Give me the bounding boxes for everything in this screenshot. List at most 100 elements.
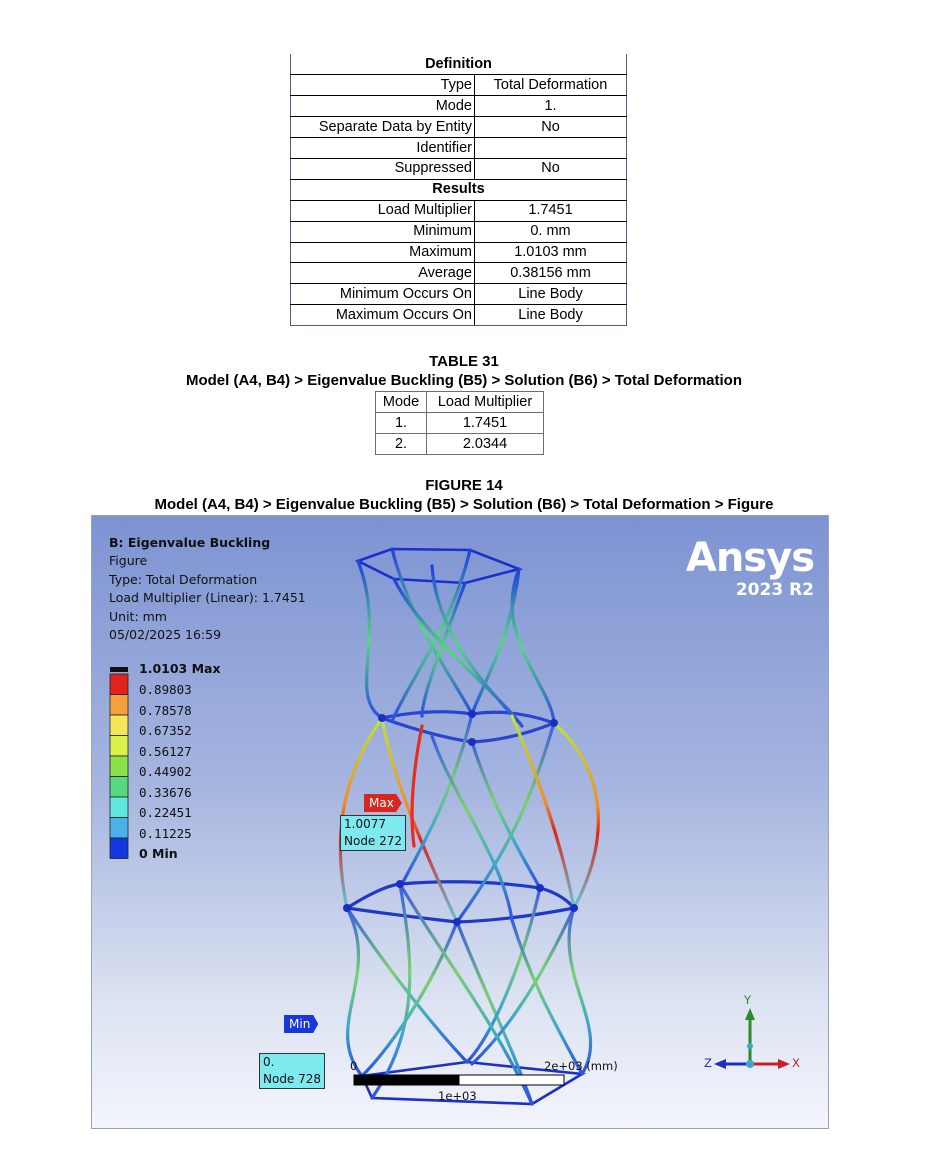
column-header-load-multiplier: Load Multiplier bbox=[426, 391, 544, 413]
max-flag: Max bbox=[364, 794, 402, 812]
property-value: 0. mm bbox=[474, 221, 627, 243]
property-label: Maximum bbox=[290, 242, 475, 264]
property-row: Maximum Occurs On Line Body bbox=[290, 304, 627, 327]
legend-level: 0.44902 bbox=[139, 764, 192, 779]
load-multiplier-table: Mode Load Multiplier 1. 1.7451 2. 2.0344 bbox=[375, 391, 544, 455]
mode-cell: 2. bbox=[375, 433, 427, 455]
legend-color-band bbox=[109, 694, 129, 716]
table-number: TABLE 31 bbox=[429, 353, 499, 370]
deformation-figure: B: Eigenvalue Buckling Figure Type: Tota… bbox=[91, 515, 829, 1129]
axis-triad bbox=[714, 1008, 790, 1069]
figure-title: Model (A4, B4) > Eigenvalue Buckling (B5… bbox=[154, 496, 774, 513]
legend-color-bar bbox=[109, 667, 129, 859]
legend-min-label: 0 Min bbox=[139, 846, 178, 861]
triad-z-label: Z bbox=[704, 1056, 712, 1070]
min-probe-node: Node 728 bbox=[263, 1072, 322, 1086]
solution-properties-table: Definition Type Total Deformation Mode 1. Sep… bbox=[290, 54, 627, 327]
legend-level: 0.56127 bbox=[139, 743, 192, 759]
section-header-row: Definition bbox=[290, 54, 627, 76]
load-multiplier-cell: 2.0344 bbox=[426, 433, 544, 455]
ansys-logo: Ansys 2023 R2 bbox=[685, 535, 815, 600]
property-label: Suppressed bbox=[290, 158, 475, 180]
max-probe-node: Node 272 bbox=[344, 834, 403, 848]
property-value: 0.38156 mm bbox=[474, 262, 627, 285]
info-line: Load Multiplier (Linear): 1.7451 bbox=[109, 590, 306, 606]
mode-cell: 1. bbox=[375, 412, 427, 434]
property-value: 1. bbox=[474, 95, 627, 118]
property-value: Line Body bbox=[474, 283, 627, 306]
brand-version: 2023 R2 bbox=[735, 580, 814, 600]
section-header: Definition bbox=[290, 54, 627, 76]
max-probe-value: 1.0077 bbox=[344, 817, 386, 831]
property-row: Minimum 0. mm bbox=[290, 221, 627, 243]
property-label: Minimum Occurs On bbox=[290, 283, 475, 306]
triad-y-label: Y bbox=[744, 993, 752, 1007]
property-label: Identifier bbox=[290, 137, 475, 159]
legend-color-band bbox=[109, 755, 129, 777]
result-info-block: B: Eigenvalue Buckling Figure Type: Tota… bbox=[109, 534, 306, 644]
info-line: 05/02/2025 16:59 bbox=[109, 627, 222, 643]
legend-color-band bbox=[109, 735, 129, 757]
property-label: Load Multiplier bbox=[290, 200, 475, 222]
info-line: Figure bbox=[109, 553, 148, 569]
legend-max-label: 1.0103 Max bbox=[139, 661, 221, 676]
property-row: Minimum Occurs On Line Body bbox=[290, 283, 627, 306]
legend-color-band bbox=[109, 776, 129, 798]
property-value: 1.0103 mm bbox=[474, 242, 627, 264]
lattice-joints bbox=[343, 710, 578, 926]
property-value: No bbox=[474, 116, 627, 139]
property-row: Mode 1. bbox=[290, 95, 627, 118]
column-header-mode: Mode bbox=[375, 391, 427, 413]
figure-number: FIGURE 14 bbox=[425, 477, 503, 494]
table-row: 2. 2.0344 bbox=[375, 433, 544, 455]
analysis-title: B: Eigenvalue Buckling bbox=[109, 535, 271, 550]
table-row: 1. 1.7451 bbox=[375, 412, 544, 434]
property-row: Load Multiplier 1.7451 bbox=[290, 200, 627, 222]
scale-bar bbox=[353, 1074, 565, 1086]
property-label: Maximum Occurs On bbox=[290, 304, 475, 327]
info-line: Type: Total Deformation bbox=[109, 571, 258, 587]
property-label: Separate Data by Entity bbox=[290, 116, 475, 139]
legend-color-band bbox=[109, 714, 129, 736]
section-header: Results bbox=[290, 179, 627, 201]
table-title: Model (A4, B4) > Eigenvalue Buckling (B5… bbox=[185, 372, 743, 389]
legend-level: 0.89803 bbox=[139, 682, 192, 697]
property-value: Total Deformation bbox=[474, 74, 627, 97]
min-probe-value: 0. bbox=[263, 1055, 275, 1069]
info-line: Unit: mm bbox=[109, 608, 167, 624]
property-row: Average 0.38156 mm bbox=[290, 262, 627, 285]
brand-name: Ansys bbox=[685, 535, 815, 581]
property-value: Line Body bbox=[474, 304, 627, 327]
property-label: Minimum bbox=[290, 221, 475, 243]
table-header-row: Mode Load Multiplier bbox=[375, 391, 544, 413]
property-row: Suppressed No bbox=[290, 158, 627, 180]
scale-mid-label: 1e+03 bbox=[438, 1089, 477, 1103]
property-row: Type Total Deformation bbox=[290, 74, 627, 97]
scale-end-label: 2e+03 (mm) bbox=[544, 1059, 618, 1073]
property-value: 1.7451 bbox=[474, 200, 627, 222]
property-row: Separate Data by Entity No bbox=[290, 116, 627, 139]
property-row: Identifier bbox=[290, 137, 627, 159]
legend-level: 0.33676 bbox=[139, 784, 192, 800]
property-value: No bbox=[474, 158, 627, 180]
section-header-row: Results bbox=[290, 179, 627, 201]
legend-max-cap bbox=[110, 667, 128, 672]
property-value bbox=[474, 137, 627, 159]
deformed-structure-render bbox=[109, 547, 790, 1106]
legend-color-band bbox=[109, 796, 129, 818]
legend-level: 0.11225 bbox=[139, 825, 192, 841]
load-multiplier-cell: 1.7451 bbox=[426, 412, 544, 434]
legend-level: 0.78578 bbox=[139, 702, 192, 718]
legend-color-band bbox=[109, 837, 129, 859]
scale-start-label: 0 bbox=[350, 1059, 358, 1073]
min-flag: Min bbox=[284, 1015, 319, 1033]
property-label: Mode bbox=[290, 95, 475, 118]
triad-x-label: X bbox=[792, 1056, 800, 1070]
property-label: Type bbox=[290, 74, 475, 97]
property-row: Maximum 1.0103 mm bbox=[290, 242, 627, 264]
legend-color-band bbox=[109, 673, 129, 695]
legend-level: 0.67352 bbox=[139, 723, 192, 738]
min-probe-label: 0. Node 728 bbox=[259, 1053, 326, 1089]
property-label: Average bbox=[290, 262, 475, 285]
max-probe-label: 1.0077 Node 272 bbox=[340, 815, 407, 851]
